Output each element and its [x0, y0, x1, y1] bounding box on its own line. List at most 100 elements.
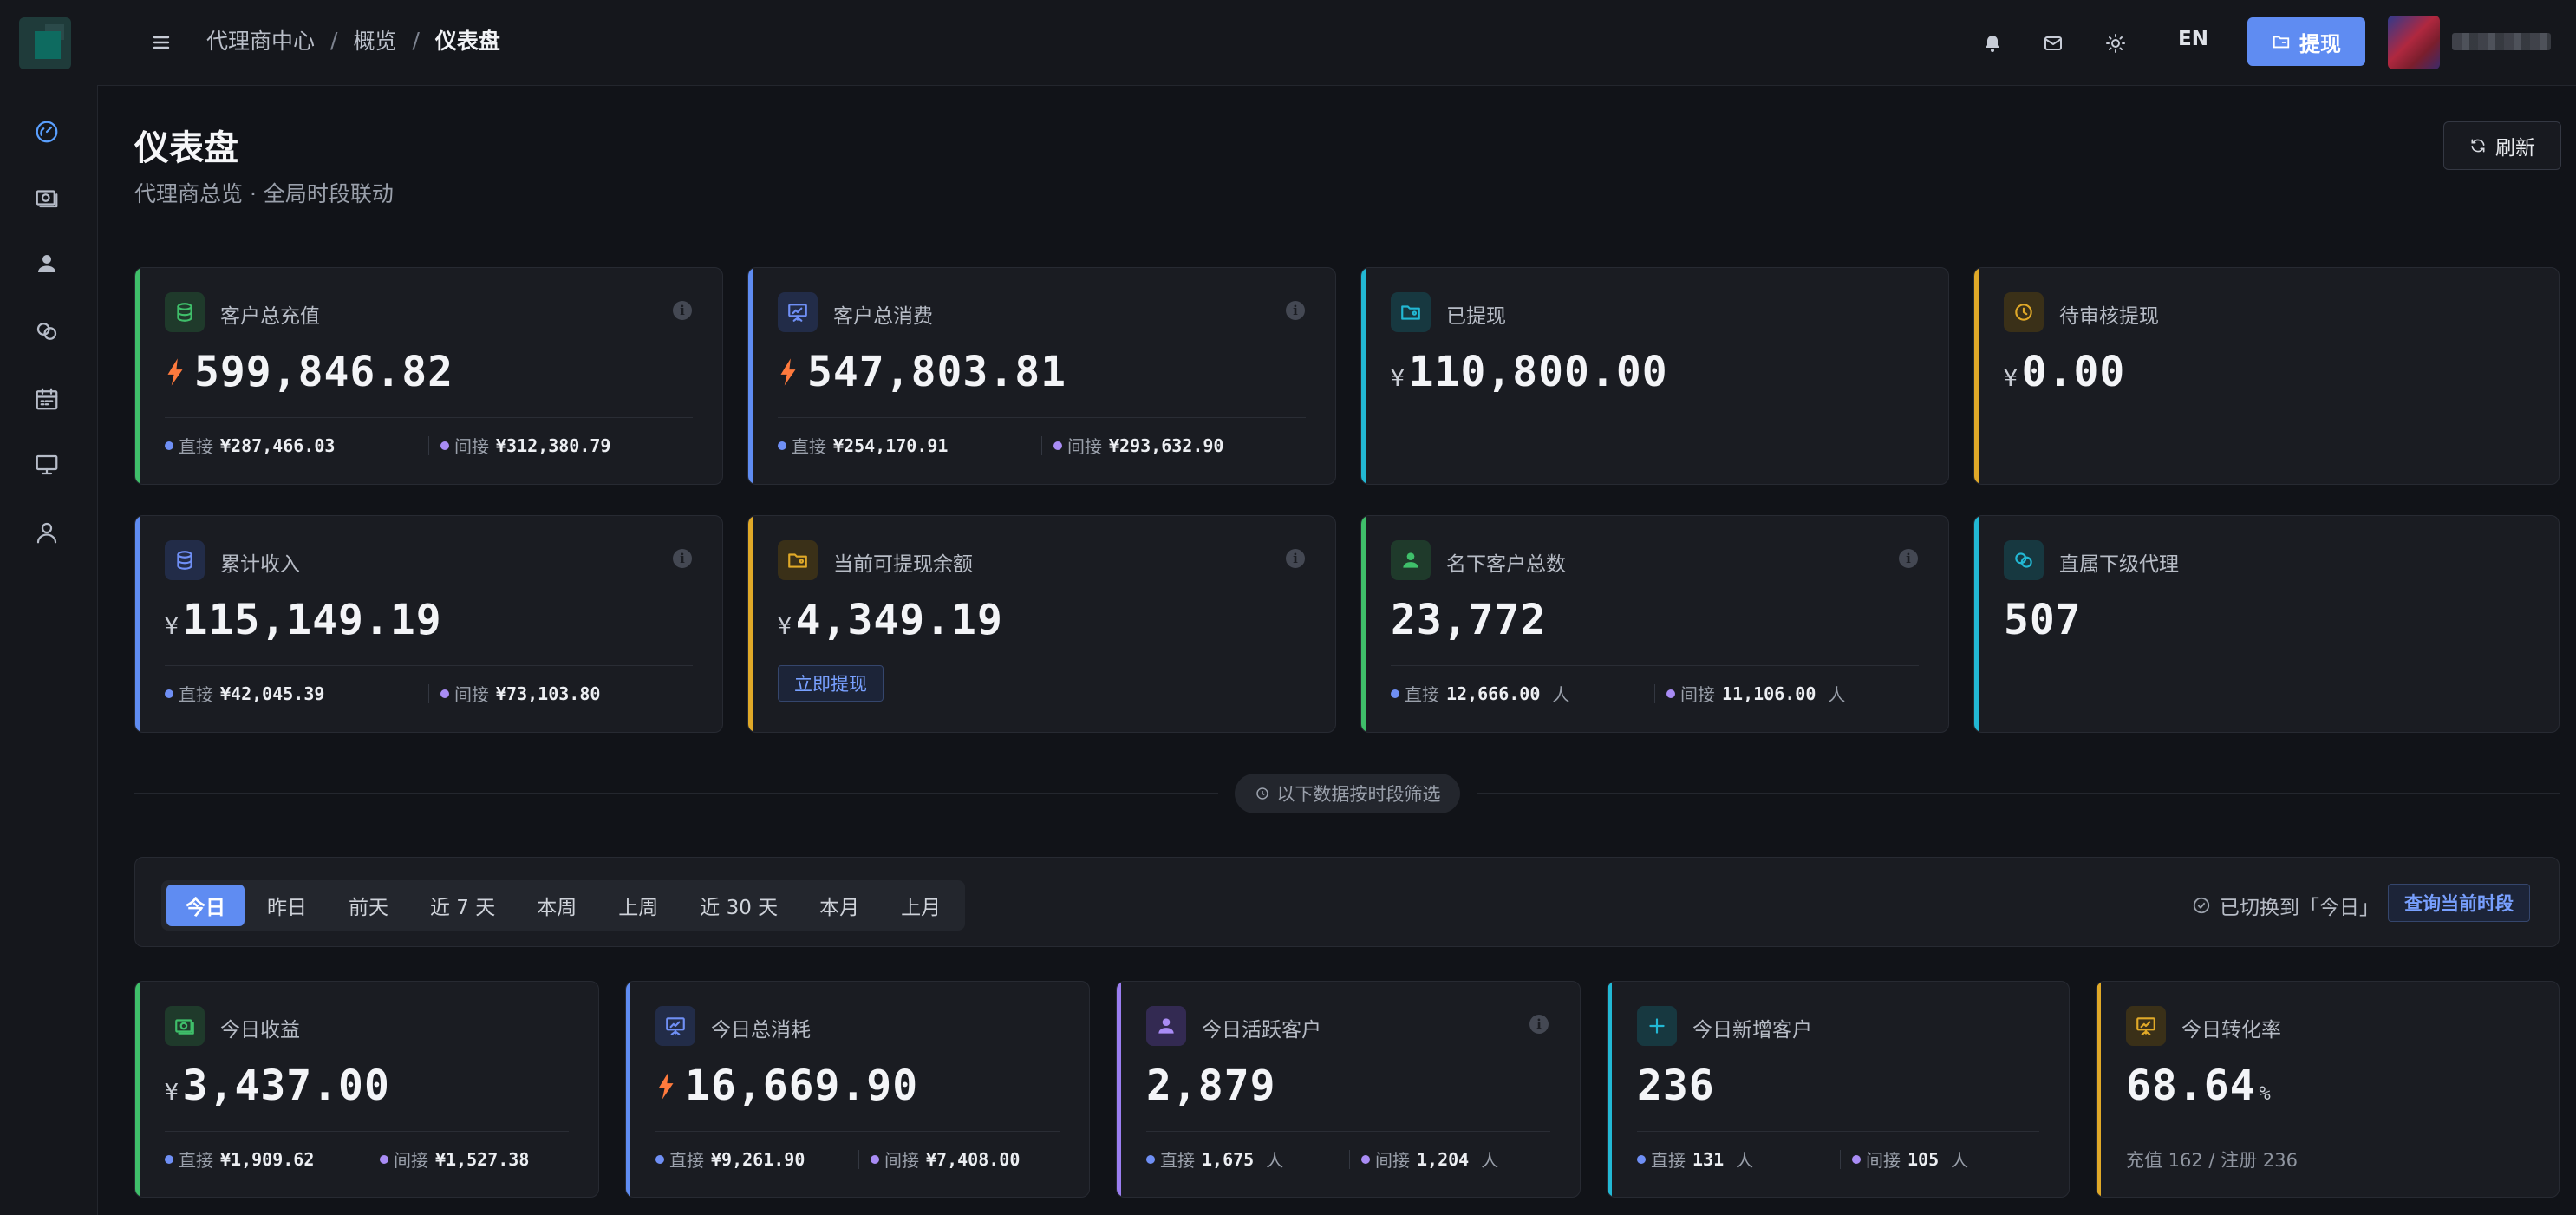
- check-circle-icon: [2193, 897, 2210, 914]
- card-divider: [655, 1131, 1060, 1132]
- switched-text: 已切换到「今日」: [2220, 897, 2379, 919]
- bell-icon[interactable]: [1975, 26, 2010, 61]
- card-accent-bar: [135, 268, 140, 484]
- mail-icon[interactable]: [2036, 26, 2071, 61]
- card-divider: [165, 1131, 569, 1132]
- breadcrumb-item[interactable]: 代理商中心: [206, 29, 316, 54]
- direct-label: 直接: [1405, 684, 1439, 705]
- clock-icon: [1255, 787, 1268, 800]
- card-divider: [1637, 1131, 2039, 1132]
- card-label: 待审核提现: [2059, 305, 2159, 328]
- tab-today[interactable]: 今日: [166, 885, 245, 926]
- sub-separator: [1654, 684, 1655, 703]
- dashboard-icon[interactable]: [29, 114, 64, 149]
- card-value-number: 110,800.00: [1408, 348, 1668, 396]
- card-divider: [1391, 665, 1919, 666]
- card-indirect: 间接 ¥1,527.38: [380, 1146, 529, 1172]
- card-label: 今日活跃客户: [1202, 1019, 1321, 1042]
- tab-last-month[interactable]: 上月: [901, 897, 942, 919]
- card-direct: 直接 131 人: [1637, 1146, 1753, 1172]
- card-label: 今日转化率: [2181, 1019, 2281, 1042]
- money-icon[interactable]: [29, 180, 64, 215]
- card-accent-bar: [1974, 516, 1979, 732]
- card-accent-bar: [135, 516, 140, 732]
- withdraw-button-label: 提现: [2299, 31, 2341, 56]
- indirect-dot: [1852, 1154, 1861, 1164]
- refresh-button[interactable]: 刷新: [2443, 121, 2561, 170]
- direct-label: 直接: [669, 1150, 704, 1171]
- card-value-number: 16,669.90: [685, 1061, 919, 1110]
- card-label: 直属下级代理: [2059, 553, 2179, 576]
- period-filter-bar: 今日 昨日 前天 近 7 天 本周 上周 近 30 天 本月 上月 已切换到「今…: [134, 857, 2560, 947]
- indirect-value: 11,106.00: [1722, 683, 1816, 704]
- sub-separator: [428, 436, 429, 455]
- direct-label: 直接: [179, 436, 213, 457]
- calendar-icon[interactable]: [29, 382, 64, 416]
- withdraw-now-button[interactable]: 立即提现: [778, 665, 884, 702]
- card-indirect: 间接 105 人: [1852, 1146, 1968, 1172]
- card-today-conversion: 今日转化率 68.64 % 充值 162 / 注册 236: [2096, 981, 2560, 1198]
- username-blurred[interactable]: [2452, 33, 2551, 50]
- profile-icon[interactable]: [29, 515, 64, 550]
- link-icon[interactable]: [29, 314, 64, 349]
- info-icon[interactable]: i: [673, 549, 692, 568]
- card-divider: [165, 417, 693, 418]
- card-withdrawable: 当前可提现余额 i ¥ 4,349.19 立即提现: [747, 515, 1336, 733]
- card-value: 599,846.82: [165, 348, 453, 396]
- card-label: 名下客户总数: [1446, 553, 1566, 576]
- direct-value: 12,666.00: [1446, 683, 1541, 704]
- user-icon: [1146, 1006, 1186, 1046]
- unit-label: 人: [1266, 1150, 1284, 1171]
- card-accent-bar: [748, 516, 753, 732]
- sub-separator: [1041, 436, 1042, 455]
- card-value-number: 4,349.19: [795, 596, 1003, 644]
- query-period-button[interactable]: 查询当前时段: [2388, 884, 2530, 922]
- tab-last-week[interactable]: 上周: [618, 897, 659, 919]
- card-value: ¥ 3,437.00: [165, 1061, 390, 1110]
- tab-last-30-days[interactable]: 近 30 天: [700, 897, 779, 919]
- user-icon[interactable]: [29, 246, 64, 281]
- breadcrumb-item[interactable]: 概览: [353, 29, 397, 54]
- app-logo[interactable]: [19, 17, 71, 69]
- withdraw-button[interactable]: 提现: [2247, 17, 2365, 66]
- info-icon[interactable]: i: [1899, 549, 1918, 568]
- info-icon[interactable]: i: [1286, 301, 1305, 320]
- indirect-label: 间接: [394, 1150, 428, 1171]
- card-divider: [165, 665, 693, 666]
- unit-label: 人: [1951, 1150, 1969, 1171]
- theme-sun-icon[interactable]: [2098, 26, 2133, 61]
- card-value: 2,879: [1146, 1061, 1276, 1110]
- card-value: ¥ 110,800.00: [1391, 348, 1668, 396]
- language-toggle[interactable]: EN: [2178, 28, 2208, 50]
- card-value-number: 2,879: [1146, 1061, 1276, 1110]
- card-indirect: 间接 ¥293,632.90: [1053, 433, 1223, 458]
- section-note: 以下数据按时段筛选: [1235, 774, 1460, 813]
- avatar[interactable]: [2388, 16, 2440, 69]
- presentation-icon: [2126, 1006, 2166, 1046]
- monitor-icon[interactable]: [29, 447, 64, 482]
- direct-dot: [165, 1154, 173, 1164]
- refresh-button-label: 刷新: [2495, 137, 2535, 160]
- indirect-label: 间接: [1866, 1150, 1901, 1171]
- info-icon[interactable]: i: [673, 301, 692, 320]
- tab-this-month[interactable]: 本月: [819, 897, 860, 919]
- tab-last-7-days[interactable]: 近 7 天: [430, 897, 496, 919]
- top-header: 代理商中心 / 概览 / 仪表盘: [97, 0, 2576, 86]
- card-label: 累计收入: [220, 553, 300, 576]
- direct-value: ¥254,170.91: [833, 434, 949, 456]
- card-label: 当前可提现余额: [833, 553, 973, 576]
- direct-dot: [655, 1154, 664, 1164]
- indirect-dot: [871, 1154, 879, 1164]
- card-divider: [1146, 1131, 1550, 1132]
- tab-this-week[interactable]: 本周: [537, 897, 577, 919]
- tab-yesterday[interactable]: 昨日: [267, 897, 307, 919]
- card-indirect: 间接 1,204 人: [1361, 1146, 1498, 1172]
- info-icon[interactable]: i: [1529, 1015, 1549, 1034]
- tab-day-before[interactable]: 前天: [349, 897, 388, 919]
- sub-separator: [428, 684, 429, 703]
- card-value: 236: [1637, 1061, 1715, 1110]
- menu-toggle-icon[interactable]: [146, 28, 177, 57]
- info-icon[interactable]: i: [1286, 549, 1305, 568]
- page-title: 仪表盘: [134, 128, 238, 168]
- card-withdrawn: 已提现 ¥ 110,800.00: [1360, 267, 1949, 485]
